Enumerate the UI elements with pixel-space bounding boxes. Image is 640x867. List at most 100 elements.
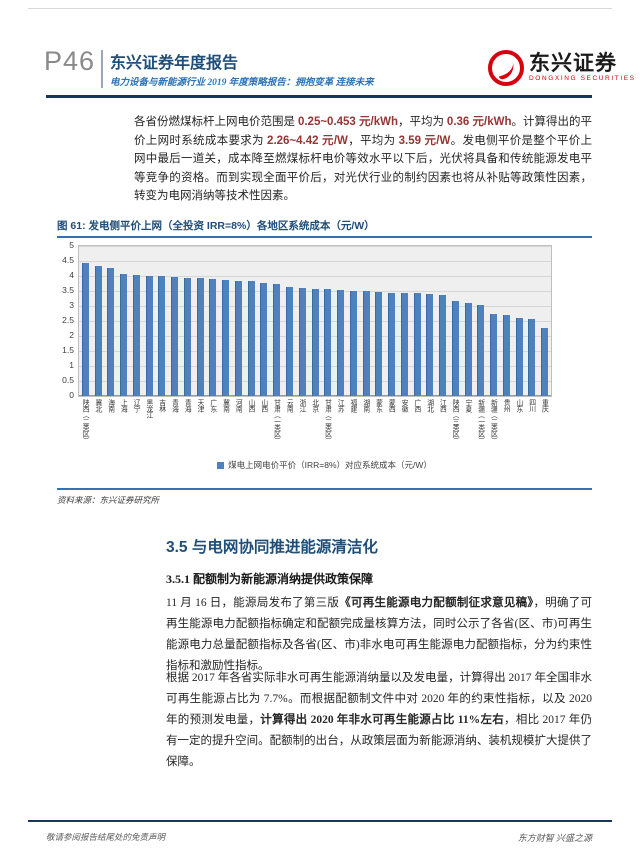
x-axis-label: 山东 [514,399,522,412]
y-gridline [79,261,551,262]
bar [260,282,268,396]
section-paragraph-2: 根据 2017 年各省实际非水可再生能源消纳量以及发电量，计算得出 2017 年… [166,668,592,773]
x-axis-label: 海南 [106,399,114,412]
bar [388,292,396,396]
page-number: P46 [44,46,96,76]
bar [528,319,536,396]
text-segment: ，相比 2017 年仍有一定的提升空间。配额制的出台，从政策层面为新能源消纳、装… [166,714,593,768]
y-axis-label: 2.5 [62,315,74,325]
bar [120,274,128,396]
x-axis-label: 陕西（二类区） [81,399,89,444]
text-segment: 。发电侧平价是整个平价上网中最后一道关，成本降至燃煤标杆电价等效水平以下后，光伏… [134,134,593,203]
x-axis-label: 青海 [183,399,191,412]
x-axis-label: 吉林 [157,399,165,412]
bar [171,276,179,396]
bar [413,293,421,396]
bar [324,289,332,396]
text-segment: 0.25~0.453 元/kWh [297,116,399,128]
header-rule [46,95,592,98]
y-axis-label: 0 [69,390,74,400]
x-axis-label: 四川 [527,399,535,412]
brand-logo: 东兴证券 DONGXING SECURITIES [488,46,634,90]
bar [439,294,447,396]
text-segment: 2.26~4.42 元/W [267,134,348,147]
section-paragraph-1: 11 月 16 日，能源局发布了第三版《可再生能源电力配额制征求意见稿》，明确了… [166,593,592,677]
text-segment: 《可再生能源电力配额制征求意见稿》 [339,597,534,609]
x-axis-label: 山西 [259,399,267,412]
x-axis-label: 甘肃（二类区） [323,399,331,444]
y-axis-label: 1 [69,360,74,370]
footer-disclaimer: 敬请参阅报告结尾处的免责声明 [46,832,166,842]
bar [196,278,204,396]
chart-legend: 煤电上网电价平价（IRR=8%）对应系统成本（元/W） [57,459,592,471]
report-subtitle: 电力设备与新能源行业 2019 年度策略报告：拥抱变革 连接未来 [110,78,374,88]
figure-caption: 图 61: 发电侧平价上网（全投资 IRR=8%）各地区系统成本（元/W） [57,220,375,232]
x-axis-label: 福建 [349,399,357,412]
source-note: 资料来源：东兴证券研究所 [57,495,160,505]
bar [477,305,485,396]
text-segment: ，平均为 [347,134,399,147]
y-gridline [79,276,551,277]
bar [541,328,549,396]
x-axis-label: 湖南 [361,399,369,412]
x-axis-label: 辽宁 [132,399,140,412]
bar [362,291,370,396]
y-axis-label: 5 [69,240,74,250]
y-axis-label: 4.5 [62,255,74,265]
bar [400,292,408,396]
y-gridline [79,246,551,247]
y-axis-label: 0.5 [62,375,74,385]
x-axis-label: 云南 [285,399,293,412]
bar [209,279,217,396]
x-axis-label: 冀北 [93,399,101,412]
x-axis-label: 江西 [438,399,446,412]
x-axis-label: 湖北 [425,399,433,412]
y-axis-label: 2 [69,330,74,340]
x-axis-label: 上海 [119,399,127,412]
x-axis-label: 江苏 [336,399,344,412]
y-axis-label: 3 [69,300,74,310]
text-segment: 计算得出 2020 年非水可再生能源占比 11%左右 [260,714,505,726]
x-axis-label: 广东 [208,399,216,412]
bar [94,265,102,396]
footer-slogan: 东方财智 兴盛之源 [517,833,592,843]
x-axis-label: 宁夏 [463,399,471,412]
x-axis-label: 北京 [310,399,318,412]
chart-plot [78,245,552,397]
figure-bottom-rule [57,488,592,490]
dongxing-logo-icon [488,50,524,86]
y-axis-label: 4 [69,270,74,280]
bar [158,276,166,396]
bar [222,279,230,396]
text-segment: 各省份燃煤标杆上网电价范围是 [134,116,298,128]
x-axis-label: 青海 [170,399,178,412]
top-rule [28,8,612,9]
chart-x-axis-labels: 陕西（二类区） 冀北 海南 上海 辽宁 黑龙江 吉林 青海 青海 天津 广东 冀南 河南 山西 山西 甘肃（一… [78,397,550,455]
report-title: 东兴证券年度报告 [110,55,239,72]
legend-swatch-icon [217,462,225,469]
x-axis-label: 蒙西 [387,399,395,412]
bar [451,300,459,396]
x-axis-label: 浙江 [298,399,306,412]
text-segment: 根据 2017 年各省实际非水可再生能源消纳量以及发电量，计算得出 2017 年… [166,672,592,726]
brand-text: 东兴证券 DONGXING SECURITIES [529,53,636,83]
figure-caption-rule [57,236,592,238]
text-segment: ，平均为 [398,116,447,128]
bar [515,317,523,396]
subsection-heading: 3.5.1 配额制为新能源消纳提供政策保障 [166,572,374,586]
text-segment: 3.59 元/W [398,134,451,147]
x-axis-label: 冀南 [221,399,229,412]
legend-label: 煤电上网电价平价（IRR=8%）对应系统成本（元/W） [228,460,432,470]
text-segment: 。计算得出的平价上网时系统成本要求为 [134,116,593,147]
bar [375,291,383,396]
bar [349,290,357,396]
y-axis-label: 1.5 [62,345,74,355]
x-axis-label: 蒙东 [374,399,382,412]
x-axis-label: 重庆 [540,399,548,412]
bar [273,283,281,396]
bar [107,267,115,396]
footer-rule [28,820,612,822]
bar [502,315,510,396]
x-axis-label: 甘肃（一类区） [272,399,280,444]
